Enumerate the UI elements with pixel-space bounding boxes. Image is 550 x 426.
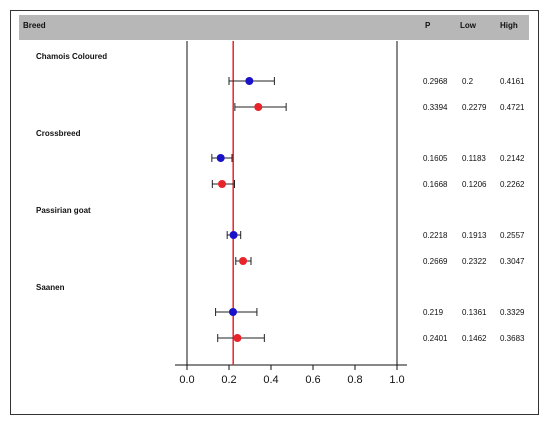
x-tick-label: 0.0 (179, 374, 194, 386)
p-value: 0.2669 (423, 257, 448, 266)
x-tick-label: 0.8 (347, 374, 362, 386)
estimate-point-red (218, 180, 227, 188)
group-label: Saanen (36, 283, 65, 292)
header-low-label: Low (460, 21, 477, 30)
high-value: 0.4721 (500, 103, 525, 112)
high-value: 0.3047 (500, 257, 525, 266)
p-value: 0.1605 (423, 154, 448, 163)
p-value: 0.2401 (423, 334, 448, 343)
high-value: 0.3329 (500, 308, 525, 317)
low-value: 0.2279 (462, 103, 487, 112)
x-tick-label: 1.0 (389, 374, 404, 386)
low-value: 0.1913 (462, 231, 487, 240)
low-value: 0.1361 (462, 308, 487, 317)
x-tick-label: 0.4 (263, 374, 278, 386)
plot-body: 0.0 0.2 0.4 0.6 0.8 1.0 Chamois Coloured 0.2968… (36, 41, 525, 386)
p-value: 0.219 (423, 308, 444, 317)
x-tick-label: 0.6 (305, 374, 320, 386)
high-value: 0.3683 (500, 334, 525, 343)
p-value: 0.2218 (423, 231, 448, 240)
estimate-point-blue (228, 308, 237, 316)
high-value: 0.2262 (500, 180, 525, 189)
x-tick-label: 0.2 (221, 374, 236, 386)
estimate-point-blue (229, 231, 238, 239)
group-label: Chamois Coloured (36, 52, 107, 61)
header-breed-label: Breed (23, 21, 46, 30)
p-value: 0.3394 (423, 103, 448, 112)
header-bar (19, 15, 529, 40)
p-value: 0.1668 (423, 180, 448, 189)
estimate-point-blue (216, 154, 225, 162)
high-value: 0.2557 (500, 231, 525, 240)
group-label: Passirian goat (36, 206, 91, 215)
estimate-point-blue (245, 77, 254, 85)
low-value: 0.1206 (462, 180, 487, 189)
group-label: Crossbreed (36, 129, 81, 138)
low-value: 0.1183 (462, 154, 486, 163)
p-value: 0.2968 (423, 77, 448, 86)
header-high-label: High (500, 21, 518, 30)
low-value: 0.2322 (462, 257, 487, 266)
header-p-label: P (425, 21, 431, 30)
estimate-point-red (239, 257, 248, 265)
high-value: 0.2142 (500, 154, 525, 163)
low-value: 0.1462 (462, 334, 487, 343)
estimate-point-red (233, 334, 242, 342)
estimate-point-red (254, 103, 263, 111)
high-value: 0.4161 (500, 77, 525, 86)
low-value: 0.2 (462, 77, 474, 86)
